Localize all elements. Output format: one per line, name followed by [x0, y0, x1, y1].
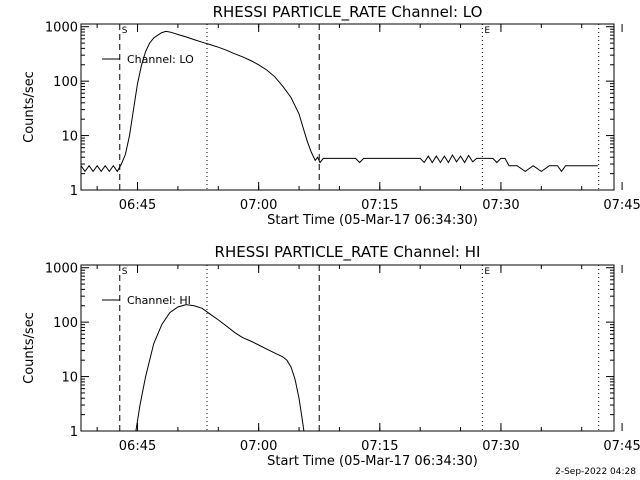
y-tick-label: 1 [70, 184, 78, 199]
x-axis-label: Start Time (05-Mar-17 06:34:30) [267, 213, 478, 228]
y-tick-label: 100 [53, 316, 78, 331]
lo-channel-panel: RHESSI PARTICLE_RATE Channel: LO 1 10 100 10… [22, 3, 640, 228]
data-series-line [80, 30, 598, 173]
legend-label: Channel: HI [127, 294, 191, 307]
marker-label-e: E [484, 26, 490, 36]
y-axis-label: Counts/sec [22, 71, 37, 143]
marker-label-s: S [122, 26, 128, 36]
y-tick-label: 10 [61, 371, 78, 386]
data-series-line [135, 304, 305, 432]
hi-channel-panel: RHESSI PARTICLE_RATE Channel: HI 1 10 100 10… [22, 243, 640, 469]
x-tick-label: 07:00 [240, 198, 277, 213]
y-tick-label: 100 [53, 75, 78, 90]
plot-frame [80, 23, 615, 191]
y-tick-label: 1000 [45, 262, 78, 277]
generation-timestamp: 2-Sep-2022 04:28 [555, 467, 636, 477]
chart-title: RHESSI PARTICLE_RATE Channel: HI [215, 243, 481, 262]
x-tick-label: 07:45 [603, 439, 640, 454]
plot-frame [80, 264, 615, 432]
marker-label-e: E [484, 267, 490, 277]
y-tick-label: 10 [61, 130, 78, 145]
legend-label: Channel: LO [127, 53, 194, 66]
chart-title: RHESSI PARTICLE_RATE Channel: LO [213, 3, 483, 22]
x-axis-label: Start Time (05-Mar-17 06:34:30) [267, 454, 478, 469]
x-tick-label: 07:30 [482, 198, 519, 213]
x-tick-label: 07:15 [361, 198, 398, 213]
y-axis-label: Counts/sec [22, 312, 37, 384]
x-tick-label: 07:00 [240, 439, 277, 454]
x-tick-label: 06:45 [119, 439, 156, 454]
x-tick-label: 07:30 [482, 439, 519, 454]
x-tick-label: 06:45 [119, 198, 156, 213]
y-tick-label: 1000 [45, 21, 78, 36]
y-tick-label: 1 [70, 425, 78, 440]
marker-label-s: S [122, 267, 128, 277]
x-tick-label: 07:45 [603, 198, 640, 213]
x-tick-label: 07:15 [361, 439, 398, 454]
